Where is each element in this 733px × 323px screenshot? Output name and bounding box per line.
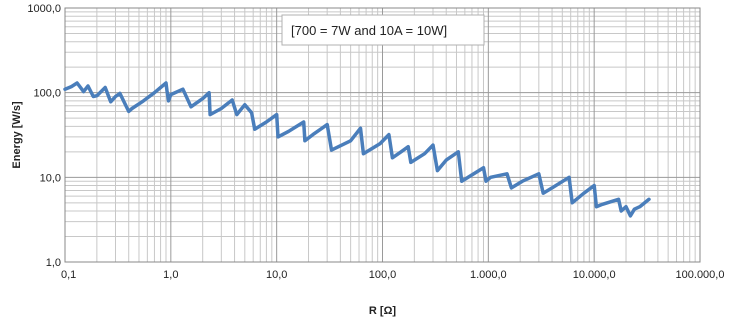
y-tick-label: 100,0 <box>33 88 61 100</box>
x-tick-label: 100.000,0 <box>676 269 725 281</box>
x-tick-label: 0,1 <box>61 269 76 281</box>
annotation-text: [700 = 7W and 10A = 10W] <box>291 23 447 38</box>
annotation-box: [700 = 7W and 10A = 10W] <box>281 14 485 46</box>
y-tick-label: 1,0 <box>46 257 61 269</box>
x-tick-labels: 0,1 1,0 10,0 100,0 1.000,0 10.000,0 100.000,0 <box>61 269 724 281</box>
y-tick-label: 1000,0 <box>27 3 61 15</box>
y-tick-label: 10,0 <box>40 172 61 184</box>
x-tick-label: 10.000,0 <box>573 269 616 281</box>
x-tick-label: 100,0 <box>369 269 397 281</box>
x-tick-label: 1,0 <box>163 269 178 281</box>
y-tick-labels: 1,0 10,0 100,0 1000,0 <box>27 3 61 269</box>
series-line-energy <box>63 81 651 218</box>
x-tick-label: 10,0 <box>266 269 287 281</box>
x-axis-title: R [Ω] <box>369 305 396 317</box>
x-tick-label: 1.000,0 <box>470 269 507 281</box>
plot-frame <box>64 7 701 263</box>
y-axis-title: Energy [W/s] <box>11 101 23 169</box>
